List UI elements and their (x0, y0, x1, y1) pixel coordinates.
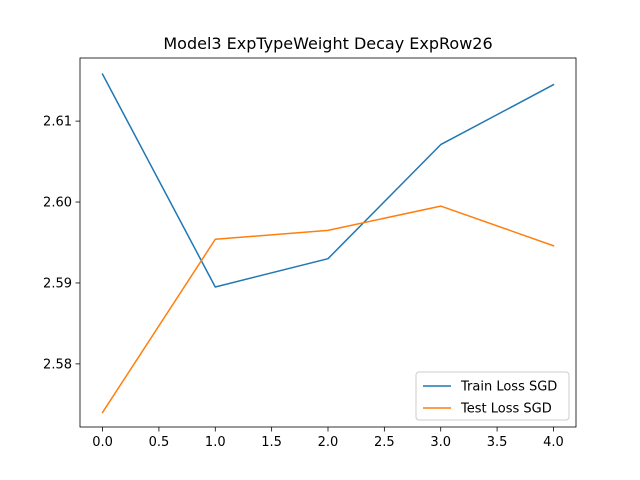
legend-label-0: Train Loss SGD (460, 380, 557, 395)
x-tick-label: 3.5 (487, 435, 508, 450)
legend: Train Loss SGD Test Loss SGD (415, 371, 570, 421)
series-layer (101, 73, 555, 414)
y-tick-label: 2.60 (43, 196, 72, 211)
y-tick-label: 2.58 (43, 357, 72, 372)
x-tick-label: 1.5 (261, 435, 282, 450)
x-tick-label: 4.0 (543, 435, 564, 450)
legend-label-1: Test Loss SGD (460, 402, 552, 417)
x-tick-label: 2.5 (374, 435, 395, 450)
x-tick-label: 2.0 (318, 435, 339, 450)
chart-title: Model3 ExpTypeWeight Decay ExpRow26 (163, 34, 492, 53)
x-tick-label: 1.0 (205, 435, 226, 450)
y-tick-label: 2.61 (43, 115, 72, 130)
x-tick-label: 3.0 (430, 435, 451, 450)
series-line-1 (101, 205, 555, 414)
series-line-0 (101, 73, 555, 288)
legend-box (415, 371, 570, 421)
axes-layer: 0.0 0.5 1.0 1.5 2.0 2.5 3.0 3.5 4.0 2.58 2.59 2.60 2… (43, 57, 577, 450)
x-tick-label: 0.5 (149, 435, 170, 450)
x-tick-label: 0.0 (92, 435, 113, 450)
y-tick-label: 2.59 (43, 276, 72, 291)
